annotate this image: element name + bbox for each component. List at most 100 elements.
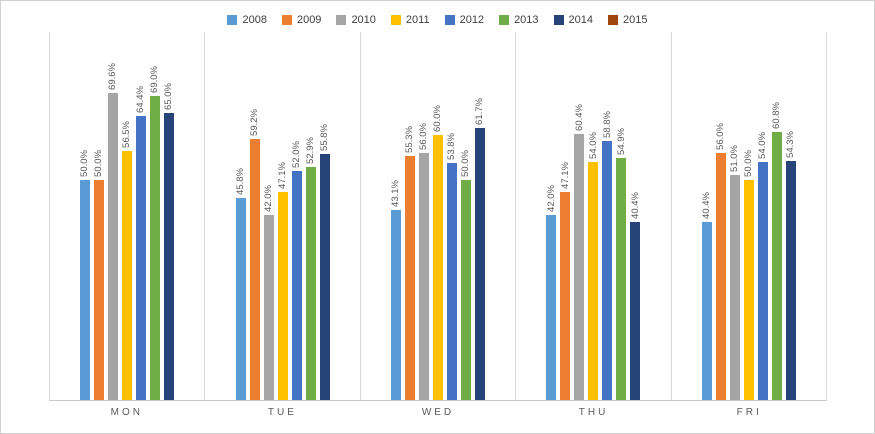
legend-label: 2012 [459,14,485,26]
legend-item-2008[interactable]: 2008 [227,14,267,26]
legend-label: 2015 [623,14,648,26]
data-label: 65.0% [163,83,175,111]
bar-2011-mon[interactable] [122,150,133,400]
bar-2014-thu[interactable] [630,221,641,400]
bar-column: 60.8% [771,102,782,400]
legend-item-2014[interactable]: 2014 [553,14,594,26]
data-label: 58.8% [601,110,613,138]
bar-2008-thu[interactable] [546,214,557,400]
legend-swatch-2008 [227,15,238,25]
bar-2012-wed[interactable] [447,162,458,400]
bar-column: 43.1% [390,180,402,400]
bar-column: 69.0% [149,66,161,400]
bar-2009-wed[interactable] [405,156,416,400]
bar-2011-thu[interactable] [588,161,599,400]
bar-2009-thu[interactable] [560,192,571,400]
x-axis-label-wed: WED [421,407,455,418]
bar-column: 50.0% [460,149,472,400]
data-label: 52.0% [290,140,302,168]
data-label: 51.0% [729,145,741,173]
data-label: 50.0% [460,149,472,177]
data-label: 56.5% [121,120,133,148]
bar-2010-thu[interactable] [574,133,585,400]
bar-2009-mon[interactable] [94,179,105,400]
data-label: 45.8% [234,168,246,196]
bar-2011-fri[interactable] [743,179,754,400]
data-label: 64.4% [135,86,147,113]
legend-item-2009[interactable]: 2009 [281,14,321,26]
bar-2010-mon[interactable] [108,93,119,400]
bar-column: 47.1% [560,162,571,400]
bar-2008-wed[interactable] [391,209,402,400]
bar-column: 51.0% [729,145,741,400]
legend-item-2013[interactable]: 2013 [499,14,539,26]
bar-2008-tue[interactable] [235,198,246,400]
data-label: 43.1% [390,180,402,207]
bar-2012-tue[interactable] [291,170,302,400]
bar-column: 59.2% [249,109,260,400]
bar-column: 65.0% [163,83,175,400]
legend-label: 2014 [568,14,594,26]
bar-column: 54.3% [785,130,797,400]
bar-column: 52.0% [290,140,302,400]
data-label: 56.0% [715,123,727,151]
bar-2013-mon[interactable] [150,95,161,400]
bar-2013-tue[interactable] [305,166,316,400]
bar-2013-wed[interactable] [461,179,472,400]
legend-item-2011[interactable]: 2011 [390,14,430,26]
bar-2008-mon[interactable] [80,179,91,400]
data-label: 69.6% [107,63,119,91]
bar-column: 56.5% [121,120,133,400]
bar-2012-mon[interactable] [136,116,147,400]
legend-swatch-2012 [444,15,455,25]
legend-item-2012[interactable]: 2012 [444,14,485,26]
x-axis-label-fri: FRI [736,407,762,418]
data-label: 54.3% [785,130,797,158]
data-label: 47.1% [276,162,288,190]
legend-swatch-2009 [281,15,292,25]
bar-2012-thu[interactable] [602,140,613,400]
bar-2009-tue[interactable] [249,138,260,400]
bar-2010-fri[interactable] [729,175,740,400]
data-label: 40.4% [701,191,713,219]
x-axis-label-thu: THU [578,407,609,418]
bar-2009-fri[interactable] [715,153,726,400]
category-group-fri: 40.4% 56.0% 51.0% 50.0% 54.0% 60.8% 54.3% [670,32,828,400]
bar-column: 42.0% [545,184,557,400]
data-label: 54.0% [757,131,769,159]
data-label: 50.0% [79,149,91,177]
bar-column: 58.8% [601,110,613,400]
legend-label: 2013 [514,14,539,26]
data-label: 50.0% [93,149,105,177]
data-label: 61.7% [474,97,486,125]
bar-column: 64.4% [135,86,147,400]
bar-column: 50.0% [743,150,754,400]
bar-2008-fri[interactable] [701,221,712,400]
bar-2013-thu[interactable] [616,157,627,400]
bar-2014-mon[interactable] [164,113,175,400]
bar-column: 55.3% [404,126,416,400]
data-label: 60.4% [573,103,585,131]
legend-label: 2010 [351,14,376,26]
legend-item-2010[interactable]: 2010 [336,14,376,26]
bar-2014-tue[interactable] [319,153,330,400]
bar-column: 69.6% [107,63,119,400]
data-label: 42.0% [545,184,557,212]
bar-2014-fri[interactable] [785,160,796,400]
bar-column: 55.8% [319,124,330,400]
bar-2014-wed[interactable] [475,127,486,400]
bar-2010-tue[interactable] [263,214,274,400]
plot-area: 50.0% 50.0% 69.6% 56.5% 64.4% 69.0% 65.0% 45.8%… [49,32,828,401]
bar-2013-fri[interactable] [771,131,782,400]
bar-2012-fri[interactable] [757,161,768,400]
x-axis-label-tue: TUE [267,407,297,418]
bar-2011-tue[interactable] [277,192,288,400]
category-group-wed: 43.1% 55.3% 56.0% 60.0% 53.8% 50.0% 61.7% [359,32,515,400]
bar-2010-wed[interactable] [419,153,430,400]
legend-label: 2008 [242,14,267,26]
bar-column: 54.0% [588,132,599,400]
bar-2011-wed[interactable] [433,135,444,400]
category-group-thu: 42.0% 47.1% 60.4% 54.0% 58.8% 54.9% 40.4% [515,32,670,400]
legend-item-2015[interactable]: 2015 [608,14,648,26]
